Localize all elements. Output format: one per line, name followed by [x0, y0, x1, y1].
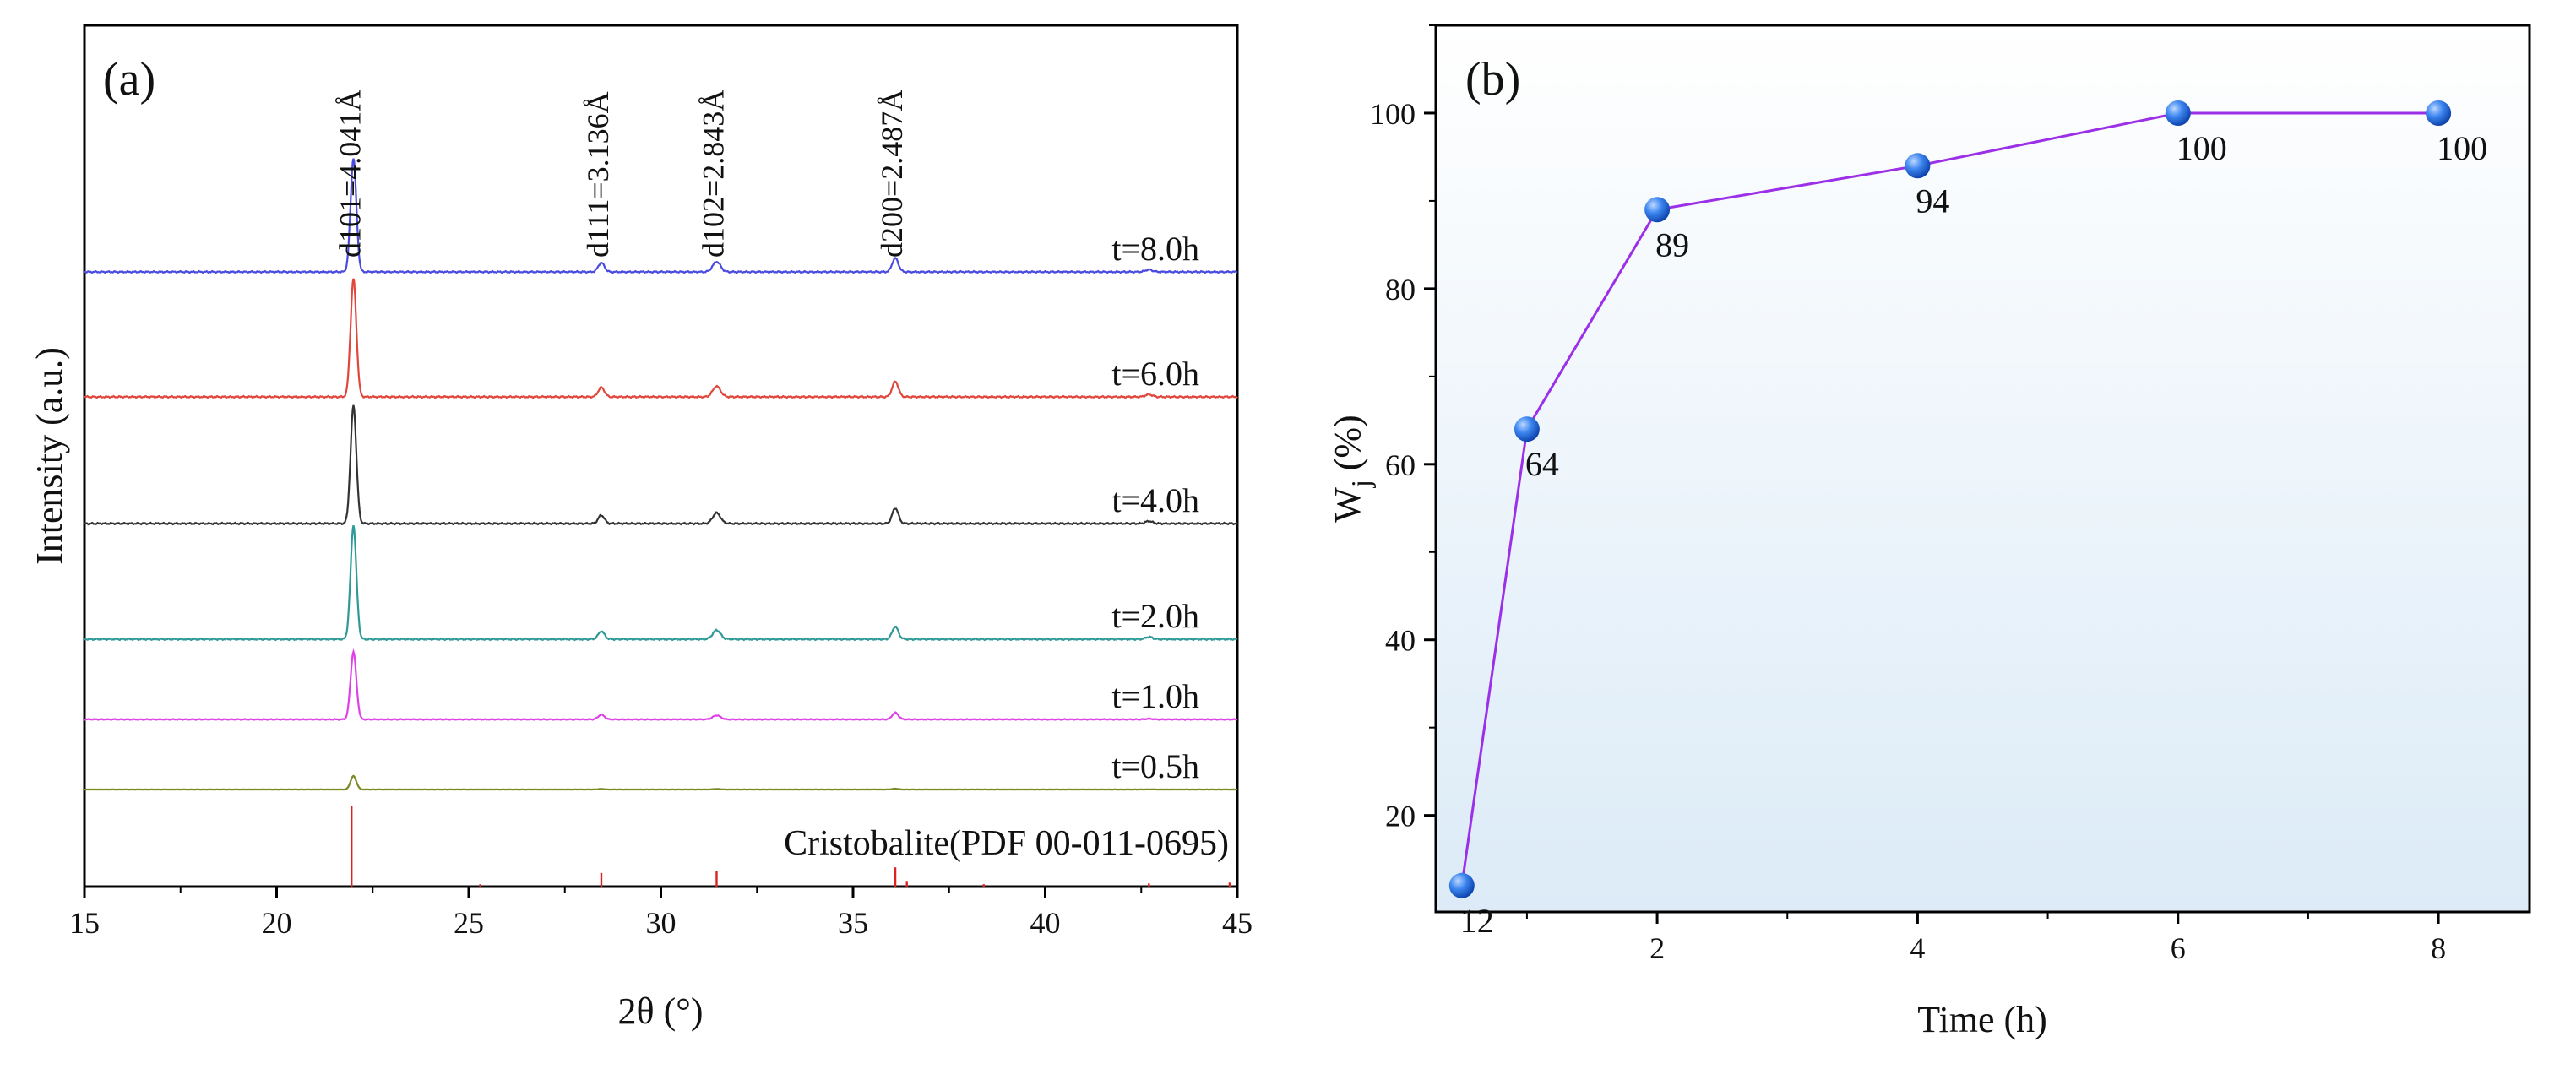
peak-label: d200=2.487Å — [875, 90, 909, 258]
x-tick-label: 4 — [1910, 931, 1925, 965]
data-point — [1644, 197, 1671, 223]
conversion-panel: 2 4 6 8 20 40 60 80 100 12 64 89 94 100 100 (b) Time … — [1327, 24, 2531, 1040]
data-points — [1448, 100, 2452, 898]
y-axis-title-main: W — [1327, 487, 1368, 523]
data-label: 94 — [1916, 182, 1949, 220]
y-axis-title-a: Intensity (a.u.) — [29, 347, 70, 565]
xrd-patterns — [84, 158, 1238, 791]
xrd-curve-t05h — [84, 774, 1237, 791]
y-axis-title-unit: (%) — [1327, 415, 1368, 480]
reference-label: Cristobalite(PDF 00-011-0695) — [784, 824, 1229, 863]
curve-labels: t=8.0h t=6.0h t=4.0h t=2.0h t=1.0h t=0.5h — [1111, 230, 1199, 785]
x-axis-ticks: 15 20 25 30 35 40 45 — [69, 887, 1253, 940]
x-tick-label: 2 — [1649, 931, 1665, 965]
curve-label: t=1.0h — [1111, 677, 1199, 715]
x-tick-label: 8 — [2431, 931, 2446, 965]
plot-area-a — [83, 24, 1239, 888]
curve-label: t=4.0h — [1111, 481, 1199, 519]
data-point — [1514, 416, 1540, 442]
data-point — [1905, 153, 1931, 179]
data-point — [1448, 872, 1475, 898]
series-line — [1460, 111, 2439, 887]
y-tick-label: 100 — [1370, 97, 1416, 131]
y-tick-label: 40 — [1385, 624, 1416, 658]
y-tick-label: 80 — [1385, 273, 1416, 307]
peak-label: d111=3.136Å — [581, 91, 615, 258]
xrd-curve-t80h — [84, 158, 1238, 274]
xrd-curve-t10h — [84, 648, 1238, 721]
xrd-panel: 15 20 25 30 35 40 45 d101=4.041Å d111=3.136Å d10… — [29, 24, 1253, 1032]
data-label: 12 — [1460, 902, 1494, 940]
data-label: 100 — [2177, 129, 2227, 167]
xrd-curve-t60h — [84, 278, 1238, 399]
data-label: 100 — [2437, 129, 2487, 167]
x-tick-label: 35 — [838, 906, 868, 940]
x-tick-label: 30 — [646, 906, 677, 940]
data-label: 64 — [1525, 445, 1559, 483]
curve-label: t=0.5h — [1111, 747, 1199, 785]
x-tick-label: 40 — [1030, 906, 1061, 940]
y-tick-label: 20 — [1385, 800, 1416, 833]
y-axis-title-subscript: j — [1345, 480, 1376, 488]
peak-labels: d101=4.041Å d111=3.136Å d102=2.843Å d200=2.… — [334, 90, 910, 258]
data-point — [2426, 100, 2452, 126]
data-label: 89 — [1655, 225, 1689, 263]
x-tick-label: 6 — [2171, 931, 2186, 965]
data-labels: 12 64 89 94 100 100 — [1460, 129, 2487, 940]
xrd-curve-t20h — [84, 525, 1238, 642]
panel-label-a: (a) — [103, 53, 155, 106]
x-tick-label: 15 — [69, 906, 100, 940]
y-tick-label: 60 — [1385, 448, 1416, 482]
y-axis-title-b: Wj (%) — [1327, 415, 1376, 522]
axis-ticks-b: 2 4 6 8 20 40 60 80 100 — [1370, 24, 2446, 965]
panel-label-b: (b) — [1465, 53, 1520, 106]
x-tick-label: 25 — [454, 906, 484, 940]
x-tick-label: 20 — [262, 906, 292, 940]
reference-pattern — [351, 806, 1231, 887]
peak-label: d102=2.843Å — [697, 90, 731, 258]
x-tick-label: 45 — [1222, 906, 1253, 940]
peak-label: d101=4.041Å — [334, 90, 367, 258]
curve-label: t=8.0h — [1111, 230, 1199, 268]
curve-label: t=2.0h — [1111, 597, 1199, 635]
x-axis-title-a: 2θ (°) — [618, 990, 704, 1032]
plot-area-b — [1434, 24, 2531, 914]
xrd-curve-t40h — [84, 404, 1238, 526]
x-axis-title-b: Time (h) — [1917, 999, 2047, 1040]
curve-label: t=6.0h — [1111, 355, 1199, 393]
data-point — [2165, 100, 2191, 126]
